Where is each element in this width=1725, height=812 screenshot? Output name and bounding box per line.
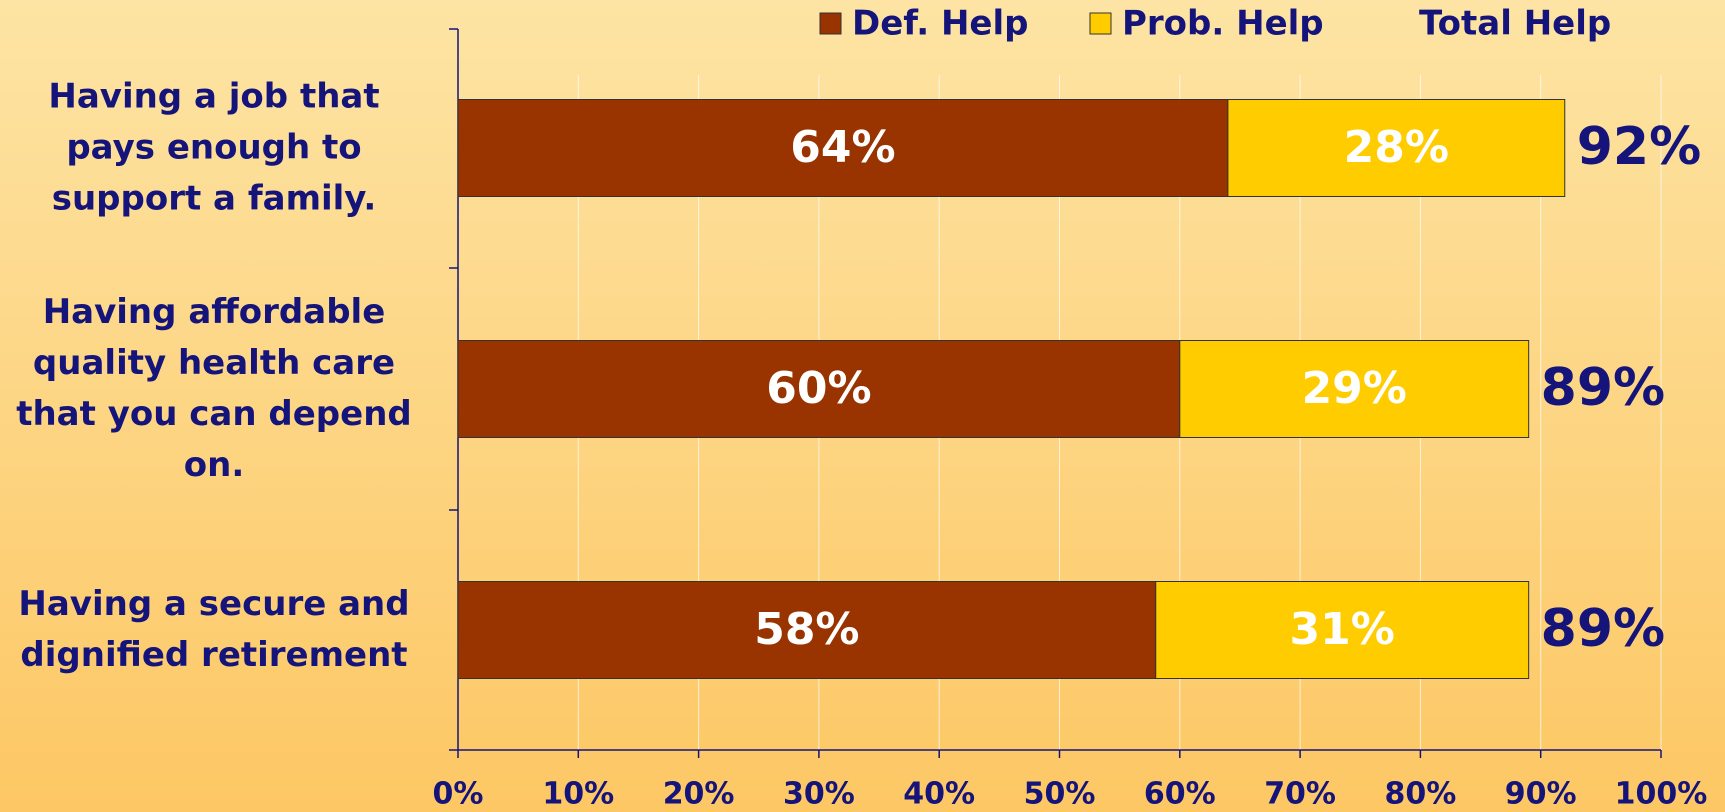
value-label: 58% [754,604,859,655]
category-label: Having a job that pays enough to support… [48,76,380,219]
value-label: 64% [790,122,895,173]
x-tick-label: 10% [542,777,614,812]
legend-label: Prob. Help [1122,4,1324,44]
total-label: 89% [1541,599,1665,659]
bar-segment [1155,581,1530,679]
x-tick-label: 100% [1615,777,1708,812]
x-tick-label: 80% [1384,777,1456,812]
value-label: 29% [1302,363,1407,414]
x-tick-label: 60% [1144,777,1216,812]
category-label: Having affordable quality health care th… [16,292,412,485]
bar-segment [457,340,1181,438]
legend-swatch [1089,12,1112,35]
value-label: 60% [766,363,871,414]
value-label: 28% [1344,122,1449,173]
legend-label: Def. Help [852,4,1028,44]
x-tick-label: 50% [1024,777,1096,812]
category-label: Having a secure and dignified retirement [18,584,410,675]
total-label: 92% [1577,117,1701,177]
x-tick-label: 0% [433,777,484,812]
x-tick-label: 70% [1264,777,1336,812]
bar-segment [457,581,1157,679]
legend-swatch [819,12,842,35]
x-tick-label: 90% [1505,777,1577,812]
value-label: 31% [1290,604,1395,655]
x-tick-label: 30% [783,777,855,812]
x-tick-label: 40% [903,777,975,812]
x-tick-label: 20% [663,777,735,812]
total-label: 89% [1541,358,1665,418]
legend-label: Total Help [1419,4,1611,44]
bar-segment [457,99,1229,197]
bar-segment [1179,340,1530,438]
bar-segment [1227,99,1566,197]
